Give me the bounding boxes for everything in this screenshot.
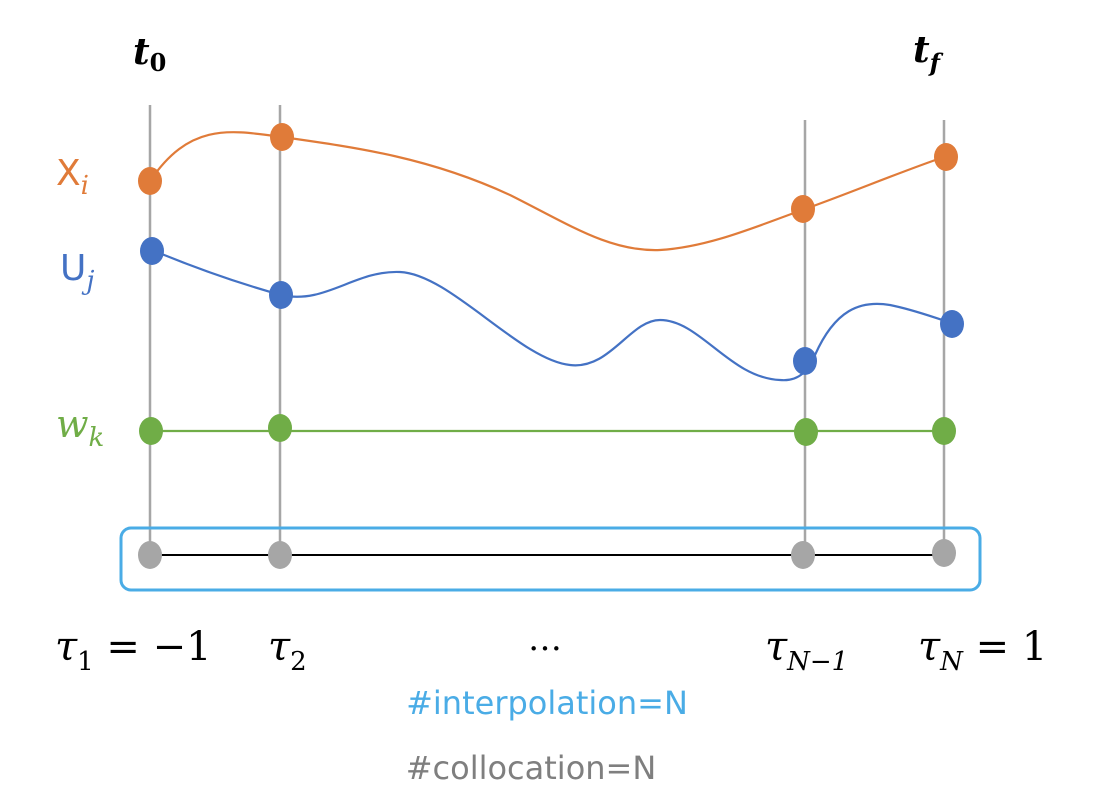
tau-n-minus-1-label: τN−1 bbox=[765, 624, 848, 677]
collocation-nodes bbox=[138, 539, 956, 569]
collocation-caption: #collocation=N bbox=[406, 749, 657, 787]
weight-point-3 bbox=[794, 418, 818, 446]
vertical-lines bbox=[148, 105, 946, 555]
control-curve bbox=[151, 248, 953, 382]
state-label: Xi bbox=[56, 153, 89, 201]
control-point-1 bbox=[140, 237, 164, 265]
state-point-4 bbox=[934, 143, 958, 171]
end-time-label: tf bbox=[913, 29, 944, 77]
state-point-3 bbox=[791, 195, 815, 223]
node-n-minus-1 bbox=[791, 541, 815, 569]
node-2 bbox=[268, 541, 292, 569]
weight-point-1 bbox=[139, 417, 163, 445]
tau-2-label: τ2 bbox=[268, 624, 307, 677]
control-points bbox=[140, 237, 964, 375]
tau-1-label: τ1 = −1 bbox=[55, 624, 212, 677]
control-point-2 bbox=[269, 281, 293, 309]
control-point-4 bbox=[940, 310, 964, 338]
start-time-label: t0 bbox=[133, 31, 166, 77]
ellipsis-label: … bbox=[528, 619, 562, 659]
control-label: Uj bbox=[60, 248, 94, 296]
interpolation-box bbox=[119, 526, 982, 592]
state-point-2 bbox=[270, 123, 294, 151]
state-point-1 bbox=[138, 167, 162, 195]
node-n bbox=[932, 539, 956, 567]
weight-label: wk bbox=[56, 402, 104, 453]
weight-point-2 bbox=[268, 414, 292, 442]
interpolation-caption: #interpolation=N bbox=[406, 684, 688, 722]
state-curve bbox=[149, 131, 945, 252]
node-1 bbox=[138, 541, 162, 569]
state-points bbox=[138, 123, 958, 223]
weight-point-4 bbox=[932, 417, 956, 445]
control-point-3 bbox=[793, 347, 817, 375]
weight-points bbox=[139, 414, 956, 446]
tau-n-label: τN = 1 bbox=[918, 624, 1047, 677]
